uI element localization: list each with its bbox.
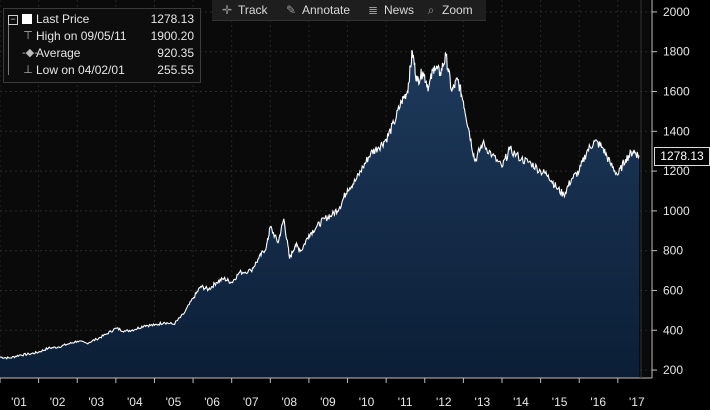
annotate-button[interactable]: ✎ Annotate [284, 0, 350, 20]
series-color-swatch [22, 14, 32, 24]
pencil-icon: ✎ [285, 3, 297, 17]
track-button[interactable]: ✛ Track [220, 0, 268, 20]
crosshair-icon: ✛ [221, 3, 233, 17]
last-price-tag: 1278.13 [654, 146, 710, 166]
price-area-fill [0, 50, 640, 378]
y-tick-label: 1000 [663, 204, 690, 218]
chart-legend: − Last Price 1278.13 ⊤ High on 09/05/11 … [3, 8, 201, 83]
y-tick-label: 800 [663, 244, 683, 258]
x-tick-label: '16 [590, 395, 606, 409]
y-tick-label: 2000 [663, 5, 690, 19]
magnifier-icon: ⌕ [427, 3, 435, 17]
y-axis-ticks: 200 400 600 800 1000 1200 1400 1600 1800 2000 [652, 5, 690, 377]
x-tick-label: '13 [475, 395, 491, 409]
low-marker-icon: ⊥ [23, 64, 33, 76]
x-tick-label: '14 [513, 395, 529, 409]
news-button[interactable]: ≣ News [366, 0, 414, 20]
average-marker-icon: -◆- [22, 47, 38, 59]
x-axis-ticks: '01 '02 '03 '04 '05 '06 '07 '08 '09 '10 '11 '12 '13 '… [0, 378, 645, 409]
legend-label: Last Price [36, 12, 90, 26]
track-label: Track [238, 3, 268, 17]
x-tick-label: '03 [88, 395, 104, 409]
legend-value: 255.55 [157, 63, 194, 77]
x-tick-label: '07 [243, 395, 259, 409]
y-tick-label: 200 [663, 363, 683, 377]
legend-label: Average [36, 46, 81, 60]
legend-value: 1900.20 [150, 29, 194, 43]
annotate-label: Annotate [302, 3, 351, 17]
y-tick-label: 400 [663, 323, 683, 337]
x-tick-label: '06 [204, 395, 220, 409]
y-tick-label: 1400 [663, 124, 690, 138]
legend-row-last-price[interactable]: − Last Price 1278.13 [8, 12, 196, 27]
news-label: News [384, 3, 415, 17]
news-icon: ≣ [367, 3, 379, 17]
legend-row-high[interactable]: ⊤ High on 09/05/11 1900.20 [8, 29, 196, 44]
high-marker-icon: ⊤ [23, 30, 33, 42]
legend-value: 920.35 [157, 46, 194, 60]
x-tick-label: '15 [552, 395, 568, 409]
legend-tree-line [8, 23, 9, 75]
zoom-label: Zoom [442, 3, 473, 17]
x-tick-label: '11 [398, 395, 413, 409]
y-tick-label: 1600 [663, 85, 690, 99]
zoom-button[interactable]: ⌕ Zoom [424, 0, 473, 20]
legend-value: 1278.13 [150, 12, 194, 26]
x-tick-label: '10 [359, 395, 375, 409]
x-tick-label: '09 [320, 395, 336, 409]
x-tick-label: '17 [629, 395, 645, 409]
y-tick-label: 1800 [663, 45, 690, 59]
legend-row-average[interactable]: -◆- Average 920.35 [8, 46, 196, 61]
x-tick-label: '05 [166, 395, 182, 409]
y-tick-label: 600 [663, 283, 683, 297]
x-tick-label: '12 [436, 395, 452, 409]
x-tick-label: '08 [281, 395, 297, 409]
chart-toolbar: ✛ Track ✎ Annotate ≣ News ⌕ Zoom [212, 0, 486, 21]
legend-row-low[interactable]: ⊥ Low on 04/02/01 255.55 [8, 63, 196, 78]
legend-label: Low on 04/02/01 [36, 63, 125, 77]
x-tick-label: '04 [127, 395, 143, 409]
x-tick-label: '01 [11, 395, 27, 409]
y-tick-label: 1200 [663, 164, 690, 178]
x-tick-label: '02 [50, 395, 66, 409]
collapse-icon[interactable]: − [8, 15, 18, 25]
legend-label: High on 09/05/11 [36, 29, 127, 43]
price-line [0, 49, 640, 360]
